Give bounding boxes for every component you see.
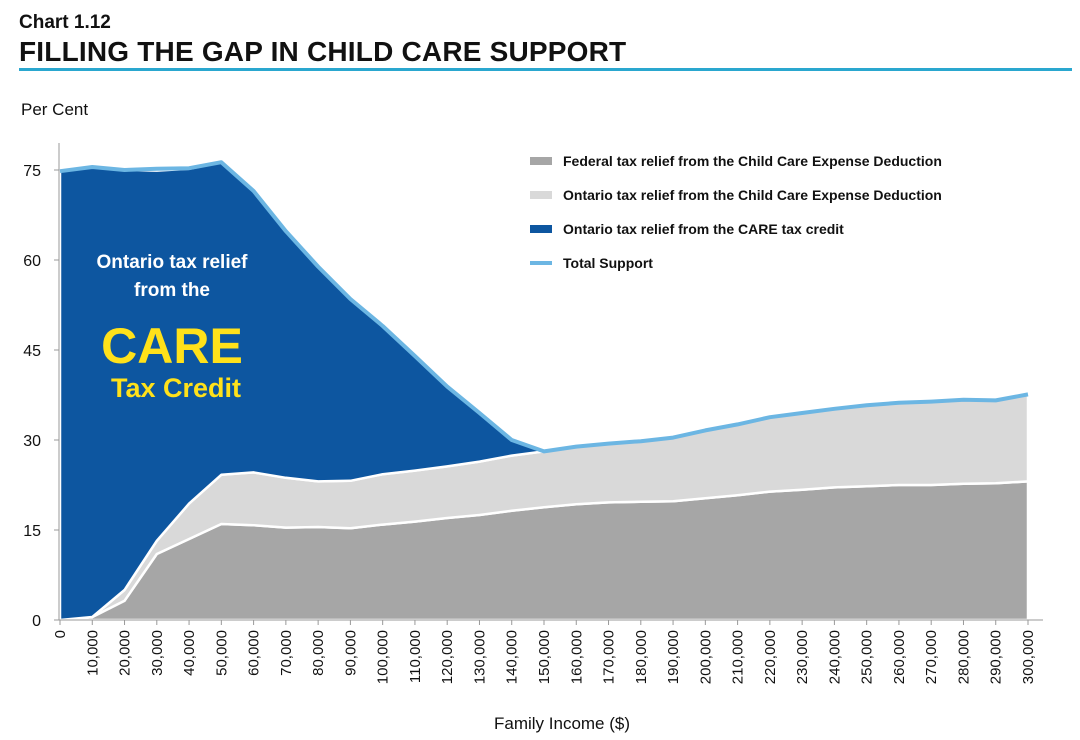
chart-number: Chart 1.12 bbox=[19, 12, 111, 33]
x-tick-label: 100,000 bbox=[375, 630, 392, 684]
x-tick-label: 280,000 bbox=[955, 630, 972, 684]
y-tick-label: 75 bbox=[23, 163, 41, 180]
x-tick-label: 120,000 bbox=[439, 630, 456, 684]
x-tick-label: 90,000 bbox=[342, 630, 359, 676]
x-tick-label: 10,000 bbox=[84, 630, 101, 676]
y-tick-label: 60 bbox=[23, 253, 41, 270]
annotation-line-2: from the bbox=[134, 280, 210, 301]
legend-ontario-cced-label: Ontario tax relief from the Child Care E… bbox=[563, 187, 942, 203]
y-axis-unit-label: Per Cent bbox=[21, 100, 89, 119]
x-tick-label: 160,000 bbox=[568, 630, 585, 684]
y-tick-labels: 0 15 30 45 60 75 bbox=[23, 163, 41, 630]
x-tick-label: 130,000 bbox=[471, 630, 488, 684]
annotation-line-4: Tax Credit bbox=[111, 373, 241, 403]
x-tick-label: 230,000 bbox=[794, 630, 811, 684]
x-tick-label: 240,000 bbox=[826, 630, 843, 684]
x-tick-label: 50,000 bbox=[213, 630, 230, 676]
annotation-line-3: CARE bbox=[101, 318, 243, 374]
x-tick-label: 70,000 bbox=[278, 630, 295, 676]
legend-ontario-cced-swatch bbox=[530, 191, 552, 199]
x-tick-label: 140,000 bbox=[504, 630, 521, 684]
legend-care-credit-label: Ontario tax relief from the CARE tax cre… bbox=[563, 221, 844, 237]
x-axis-label: Family Income ($) bbox=[494, 714, 630, 733]
y-tick-label: 30 bbox=[23, 433, 41, 450]
x-tick-label: 0 bbox=[52, 630, 69, 638]
legend-federal-label: Federal tax relief from the Child Care E… bbox=[563, 153, 942, 169]
y-tick-label: 15 bbox=[23, 523, 41, 540]
x-tick-label: 20,000 bbox=[117, 630, 134, 676]
x-tick-labels: 0 10,000 20,000 30,000 40,000 50,000 60,000 70,… bbox=[52, 630, 1037, 684]
y-tick-label: 45 bbox=[23, 343, 41, 360]
x-tick-label: 300,000 bbox=[1020, 630, 1037, 684]
x-tick-label: 170,000 bbox=[601, 630, 618, 684]
care-annotation: Ontario tax relief from the CARE Tax Cre… bbox=[97, 252, 249, 403]
x-tick-label: 200,000 bbox=[697, 630, 714, 684]
y-tick-label: 0 bbox=[32, 613, 41, 630]
legend-federal-swatch bbox=[530, 157, 552, 165]
legend-care-credit-swatch bbox=[530, 225, 552, 233]
x-tick-label: 60,000 bbox=[246, 630, 263, 676]
x-tick-label: 190,000 bbox=[665, 630, 682, 684]
x-tick-label: 220,000 bbox=[762, 630, 779, 684]
title-rule bbox=[19, 68, 1072, 71]
x-tick-label: 260,000 bbox=[891, 630, 908, 684]
area-layer bbox=[58, 160, 1030, 622]
axes-layer bbox=[54, 143, 1043, 625]
legend-total-support-label: Total Support bbox=[563, 255, 653, 271]
x-tick-label: 290,000 bbox=[988, 630, 1005, 684]
x-tick-label: 80,000 bbox=[310, 630, 327, 676]
x-tick-label: 210,000 bbox=[730, 630, 747, 684]
x-tick-label: 40,000 bbox=[181, 630, 198, 676]
total-support-line bbox=[59, 160, 1029, 454]
x-tick-label: 270,000 bbox=[923, 630, 940, 684]
x-tick-label: 180,000 bbox=[633, 630, 650, 684]
legend-total-support-swatch bbox=[530, 261, 552, 265]
legend: Federal tax relief from the Child Care E… bbox=[530, 153, 942, 271]
x-tick-label: 150,000 bbox=[536, 630, 553, 684]
annotation-line-1: Ontario tax relief bbox=[97, 252, 249, 273]
x-tick-label: 110,000 bbox=[407, 630, 424, 683]
x-tick-label: 30,000 bbox=[149, 630, 166, 676]
x-tick-label: 250,000 bbox=[859, 630, 876, 684]
chart-title: FILLING THE GAP IN CHILD CARE SUPPORT bbox=[19, 36, 627, 67]
